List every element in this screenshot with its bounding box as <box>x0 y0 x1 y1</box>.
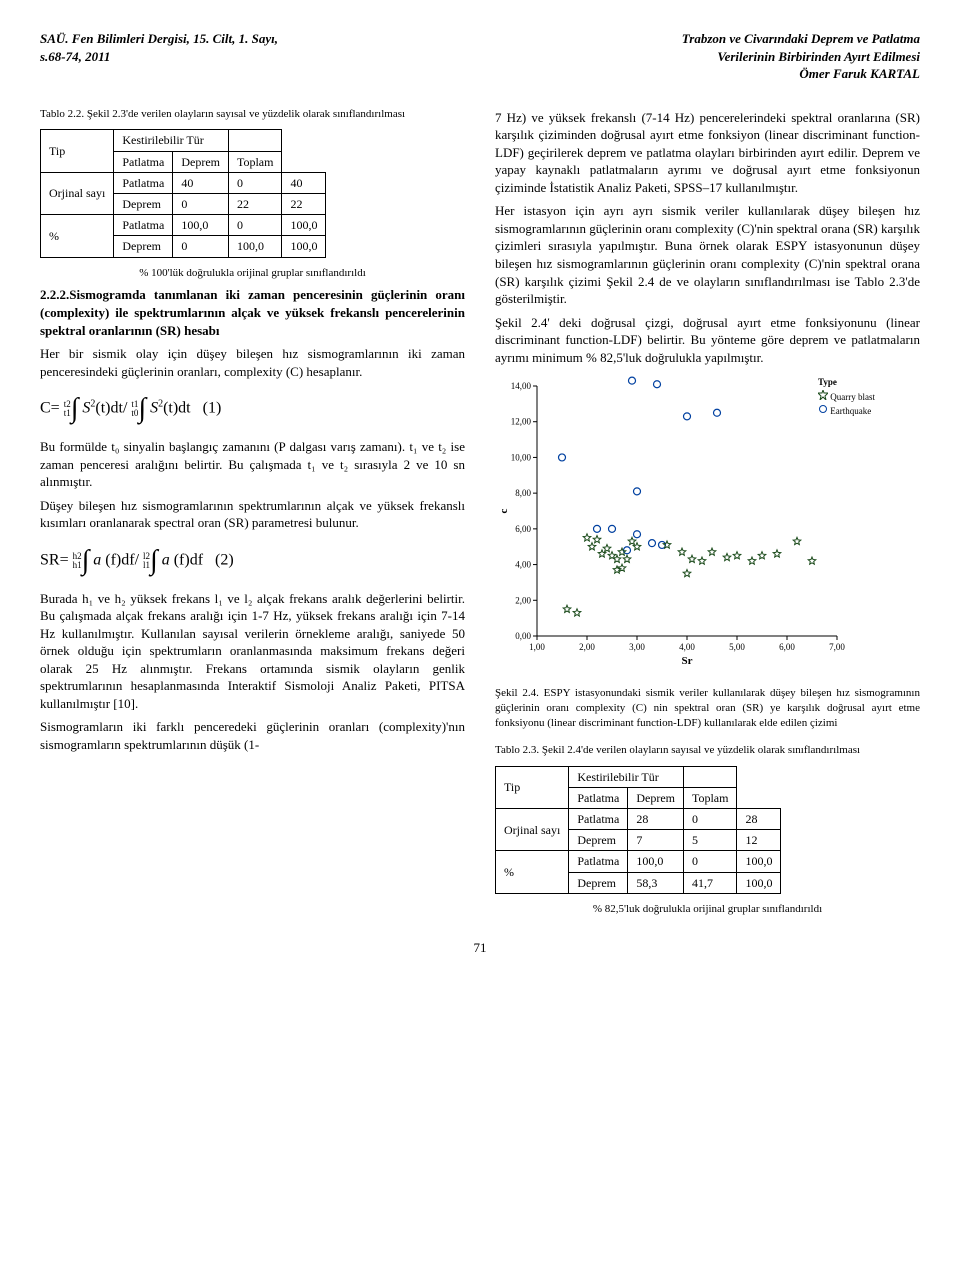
svg-text:3,00: 3,00 <box>629 642 645 652</box>
rl-0: Orjinal sayı <box>41 172 114 214</box>
svg-text:8,00: 8,00 <box>515 488 531 498</box>
title-line2: Verilerinin Birbirinden Ayırt Edilmesi <box>682 48 920 66</box>
svg-text:5,00: 5,00 <box>729 642 745 652</box>
equation-2: SR= h2h1∫ a (f)df/ l2l1∫ a (f)df (2) <box>40 542 465 580</box>
table1: Tip Kestirilebilir Tür Patlatma Deprem T… <box>40 129 326 257</box>
page-number: 71 <box>40 939 920 957</box>
table2-caption: Tablo 2.3. Şekil 2.4'de verilen olayları… <box>495 743 920 758</box>
svg-text:0,00: 0,00 <box>515 631 531 641</box>
th-c1: Patlatma <box>114 151 173 172</box>
left-column: Tablo 2.2. Şekil 2.3'de verilen olayları… <box>40 103 465 919</box>
author: Ömer Faruk KARTAL <box>682 65 920 83</box>
svg-text:12,00: 12,00 <box>511 417 532 427</box>
header-right: Trabzon ve Civarındaki Deprem ve Patlatm… <box>682 30 920 83</box>
th-tip: Tip <box>41 130 114 172</box>
page-header: SAÜ. Fen Bilimleri Dergisi, 15. Cilt, 1.… <box>40 30 920 83</box>
table2: Tip Kestirilebilir Tür Patlatma Deprem T… <box>495 766 781 894</box>
left-p1: Her bir sismik olay için düşey bileşen h… <box>40 345 465 380</box>
svg-text:c: c <box>498 509 510 514</box>
chart-legend: Type Quarry blast Earthquake <box>818 376 875 416</box>
svg-text:1,00: 1,00 <box>529 642 545 652</box>
svg-text:14,00: 14,00 <box>511 381 532 391</box>
svg-text:4,00: 4,00 <box>515 560 531 570</box>
th-super: Kestirilebilir Tür <box>114 130 229 151</box>
scatter-chart: 0,00 2,00 4,00 6,00 8,00 10,00 12,00 14,00 1,00 2… <box>495 376 875 676</box>
rl-1: % <box>41 215 114 257</box>
svg-text:4,00: 4,00 <box>679 642 695 652</box>
journal-line1: SAÜ. Fen Bilimleri Dergisi, 15. Cilt, 1.… <box>40 30 278 48</box>
legend-title: Type <box>818 376 875 388</box>
svg-text:6,00: 6,00 <box>515 524 531 534</box>
header-left: SAÜ. Fen Bilimleri Dergisi, 15. Cilt, 1.… <box>40 30 278 83</box>
th-c3: Toplam <box>228 151 282 172</box>
svg-text:7,00: 7,00 <box>829 642 845 652</box>
th-c2: Deprem <box>173 151 229 172</box>
svg-text:2,00: 2,00 <box>579 642 595 652</box>
svg-text:6,00: 6,00 <box>779 642 795 652</box>
journal-line2: s.68-74, 2011 <box>40 48 278 66</box>
title-line1: Trabzon ve Civarındaki Deprem ve Patlatm… <box>682 30 920 48</box>
chart-svg: 0,00 2,00 4,00 6,00 8,00 10,00 12,00 14,00 1,00 2… <box>495 376 875 676</box>
table1-note: % 100'lük doğrulukla orijinal gruplar sı… <box>40 266 465 281</box>
right-p2: Her istasyon için ayrı ayrı sismik veril… <box>495 202 920 307</box>
left-p5: Sismogramların iki farklı penceredeki gü… <box>40 718 465 753</box>
svg-text:2,00: 2,00 <box>515 596 531 606</box>
legend-0: Quarry blast <box>818 390 875 403</box>
legend-1: Earthquake <box>818 404 875 417</box>
table2-note: % 82,5'luk doğrulukla orijinal gruplar s… <box>495 902 920 917</box>
right-column: 7 Hz) ve yüksek frekanslı (7-14 Hz) penc… <box>495 103 920 919</box>
section-222-title: 2.2.2.Sismogramda tanımlanan iki zaman p… <box>40 286 465 339</box>
right-p3: Şekil 2.4' deki doğrusal çizgi, doğrusal… <box>495 314 920 367</box>
svg-text:10,00: 10,00 <box>511 453 532 463</box>
table1-caption: Tablo 2.2. Şekil 2.3'de verilen olayları… <box>40 107 465 122</box>
left-p4: Burada h₁ ve h₂ yüksek frekans l₁ ve l₂ … <box>40 590 465 713</box>
left-p3: Düşey bileşen hız sismogramlarının spekt… <box>40 497 465 532</box>
left-p2: Bu formülde t₀ sinyalin başlangıç zamanı… <box>40 438 465 491</box>
svg-text:Sr: Sr <box>682 655 693 667</box>
figure-caption: Şekil 2.4. ESPY istasyonundaki sismik ve… <box>495 686 920 731</box>
right-p1: 7 Hz) ve yüksek frekanslı (7-14 Hz) penc… <box>495 109 920 197</box>
equation-1: C= t2t1∫ S2(t)dt/ t1t0∫ S2(t)dt (1) <box>40 390 465 428</box>
